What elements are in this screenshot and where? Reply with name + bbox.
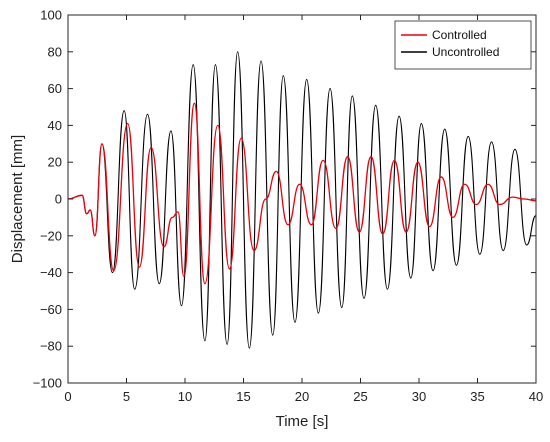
legend: Controlled Uncontrolled [394, 20, 532, 70]
y-tick-label: −100 [33, 376, 62, 391]
y-tick-label: 60 [48, 81, 62, 96]
y-tick-label: −80 [40, 339, 62, 354]
x-tick-label: 0 [64, 389, 71, 404]
x-tick-label: 40 [529, 389, 543, 404]
legend-box [394, 20, 532, 70]
x-axis-label: Time [s] [276, 413, 329, 430]
y-tick-label: −20 [40, 228, 62, 243]
series-line-uncontrolled [67, 51, 537, 349]
x-tick-label: 30 [412, 389, 426, 404]
y-axis-label: Displacement [mm] [9, 135, 26, 263]
y-tick-label: 40 [48, 118, 62, 133]
y-tick-label: 20 [48, 155, 62, 170]
y-tick-label: −60 [40, 302, 62, 317]
legend-label-uncontrolled: Uncontrolled [432, 45, 499, 59]
series-line-controlled [67, 102, 537, 285]
series-layer [67, 51, 537, 349]
x-tick-label: 5 [123, 389, 130, 404]
plot-area [68, 15, 536, 383]
legend-label-controlled: Controlled [432, 28, 487, 42]
y-tick-label: 0 [55, 192, 62, 207]
x-tick-label: 10 [178, 389, 192, 404]
x-tick-label: 15 [236, 389, 250, 404]
ticks: 0 5 10 15 20 25 30 35 40 −100 −80 −60 −40 −20 0 20 40 60 8… [33, 8, 544, 405]
y-tick-label: −40 [40, 265, 62, 280]
x-tick-label: 25 [353, 389, 367, 404]
y-tick-label: 100 [40, 8, 62, 23]
y-tick-label: 80 [48, 44, 62, 59]
x-tick-label: 35 [470, 389, 484, 404]
plot-background [68, 15, 536, 383]
x-tick-label: 20 [295, 389, 309, 404]
